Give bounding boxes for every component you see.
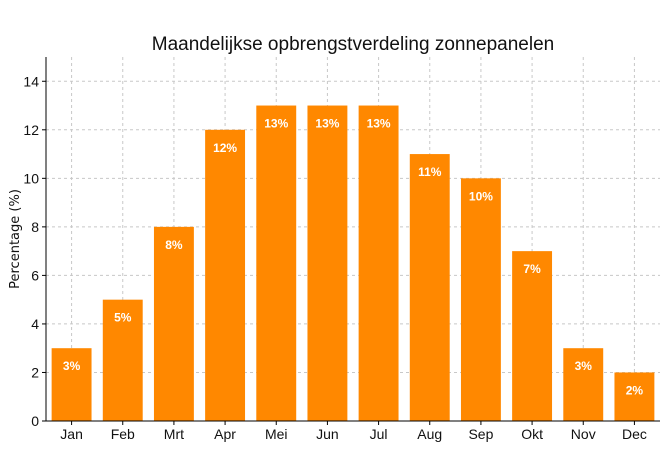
bar-aug — [409, 154, 450, 422]
bar-value-label: 13% — [315, 117, 339, 131]
x-tick-label: Nov — [571, 426, 596, 442]
x-tick-label: Mei — [265, 426, 288, 442]
bar-value-label: 5% — [114, 311, 132, 325]
bar-apr — [205, 129, 246, 422]
y-tick-labels: 0 2 4 6 8 10 12 14 — [23, 73, 39, 429]
bar-value-label: 8% — [165, 238, 183, 252]
bar-jun — [307, 105, 348, 422]
bar-mrt — [153, 226, 194, 421]
x-tick-label: Sep — [468, 426, 493, 442]
bars — [51, 105, 655, 422]
bar-sep — [460, 178, 501, 421]
bar-dec — [614, 372, 655, 421]
axes — [42, 57, 660, 425]
x-tick-label: Mrt — [164, 426, 184, 442]
y-tick-label: 4 — [31, 316, 39, 332]
bar-value-label: 2% — [626, 383, 644, 397]
x-tick-label: Aug — [417, 426, 442, 442]
bar-okt — [512, 251, 553, 421]
bar-labels: 3% 5% 8% 12% 13% 13% 13% 11% 10% 7% 3% 2% — [63, 117, 644, 398]
y-tick-label: 2 — [31, 364, 39, 380]
bar-nov — [563, 348, 604, 421]
bar-value-label: 3% — [63, 359, 81, 373]
y-tick-label: 6 — [31, 267, 39, 283]
x-tick-label: Feb — [111, 426, 135, 442]
bar-feb — [102, 299, 143, 421]
bar-value-label: 7% — [523, 262, 541, 276]
bar-jul — [358, 105, 399, 422]
y-tick-label: 12 — [23, 122, 39, 138]
y-axis-label: Percentage (%) — [8, 189, 23, 289]
x-tick-label: Jan — [60, 426, 83, 442]
x-tick-label: Okt — [521, 426, 543, 442]
bar-jan — [51, 348, 92, 421]
y-tick-label: 14 — [23, 73, 39, 89]
y-tick-label: 0 — [31, 413, 39, 429]
chart-title: Maandelijkse opbrengstverdeling zonnepan… — [152, 34, 554, 55]
x-tick-labels: Jan Feb Mrt Apr Mei Jun Jul Aug Sep Okt Nov Dec — [60, 426, 647, 442]
y-tick-label: 10 — [23, 170, 39, 186]
bar-value-label: 13% — [264, 117, 288, 131]
bar-value-label: 12% — [213, 141, 237, 155]
bar-value-label: 11% — [418, 165, 442, 179]
x-tick-label: Jun — [316, 426, 339, 442]
bar-value-label: 3% — [575, 359, 593, 373]
y-tick-label: 8 — [31, 219, 39, 235]
bar-mei — [256, 105, 297, 422]
bar-value-label: 10% — [469, 189, 493, 203]
x-tick-label: Apr — [214, 426, 236, 442]
x-tick-label: Jul — [370, 426, 388, 442]
x-tick-label: Dec — [622, 426, 647, 442]
bar-value-label: 13% — [367, 117, 391, 131]
